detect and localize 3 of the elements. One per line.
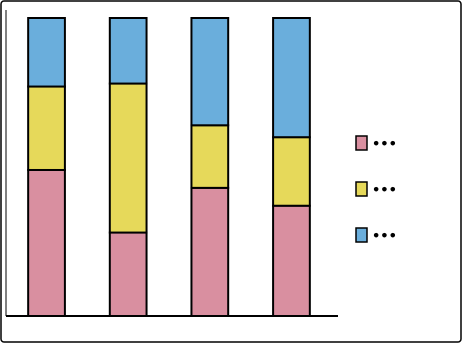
legend-label: ••• (372, 183, 397, 198)
legend-label: ••• (372, 137, 397, 152)
legend-label: ••• (372, 229, 397, 244)
